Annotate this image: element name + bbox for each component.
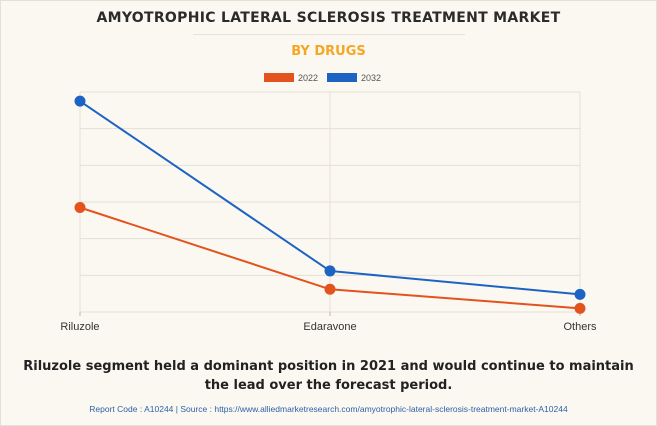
data-point-2032-others	[574, 288, 586, 300]
x-tick-label-edaravone: Edaravone	[303, 321, 356, 333]
legend-label-2032: 2032	[361, 73, 382, 83]
data-point-2032-riluzole	[74, 95, 86, 107]
data-point-2032-edaravone	[324, 265, 336, 277]
data-point-2022-others	[574, 302, 586, 314]
x-tick-label-riluzole: Riluzole	[60, 321, 99, 333]
chart-subtitle: BY DRUGS	[291, 44, 366, 59]
source-footer: Report Code : A10244 | Source : https://…	[89, 404, 568, 414]
legend-swatch-2022	[264, 73, 294, 82]
legend-label-2022: 2022	[298, 73, 319, 83]
x-tick-label-others: Others	[563, 321, 597, 333]
chart-title: AMYOTROPHIC LATERAL SCLEROSIS TREATMENT …	[96, 10, 561, 26]
chart-legend: 2022 2032	[0, 72, 657, 84]
title-divider	[193, 34, 465, 35]
data-point-2022-riluzole	[74, 202, 86, 213]
data-point-2022-edaravone	[324, 283, 336, 295]
chart-caption: Riluzole segment held a dominant positio…	[23, 359, 634, 393]
legend-swatch-2032	[327, 73, 357, 82]
